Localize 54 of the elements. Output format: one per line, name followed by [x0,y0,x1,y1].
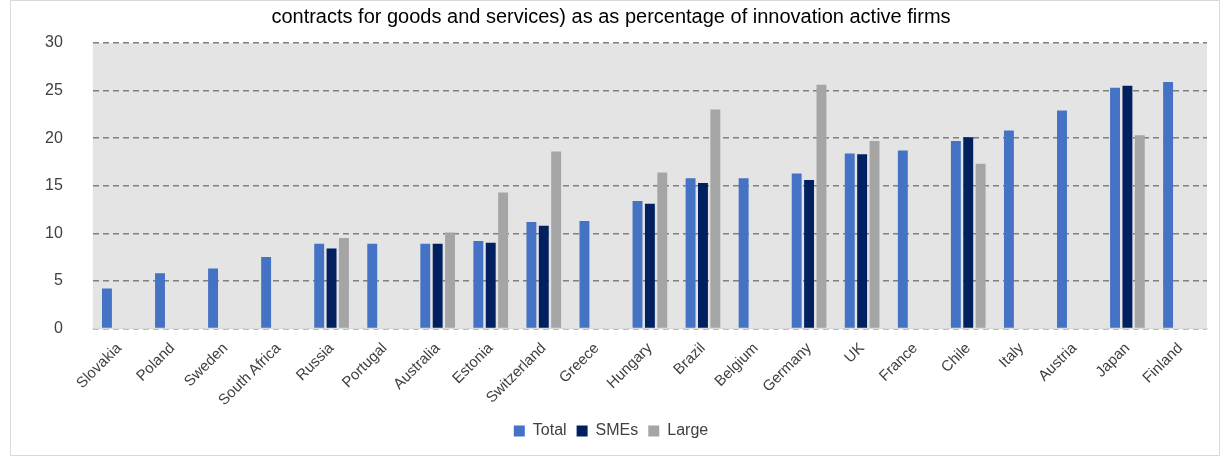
bar [420,243,431,328]
bar [844,153,855,328]
x-tick-label: UK [840,338,868,366]
bar [1003,130,1014,328]
bar [1134,135,1145,328]
bar [644,203,655,328]
bar [326,248,337,328]
bar [155,273,165,328]
y-tick-label: 10 [45,223,63,241]
bar [632,200,643,328]
bar [101,288,112,328]
bar [738,178,749,328]
bar [538,225,549,328]
bar [1122,85,1133,328]
bar [579,220,590,328]
bar [473,240,484,328]
bar [261,257,272,328]
bar [498,192,509,328]
bar [816,84,827,328]
x-tick-label: Italy [994,338,1027,371]
y-tick-label: 30 [45,33,63,51]
bar [857,154,868,328]
bar [445,232,455,328]
bar [1110,87,1120,328]
bar [710,109,721,328]
bar [657,172,668,328]
bar [698,182,708,328]
bar [367,243,378,328]
bar [432,243,443,328]
y-tick-label: 25 [45,80,63,98]
bar [314,243,325,328]
bar [1163,82,1174,328]
legend-label: Total [532,421,567,439]
bar [975,163,986,328]
chart-title: contracts for goods and services) as as percentage of innovation active firms [271,4,951,27]
legend-label: Large [667,421,709,439]
bar [869,141,880,328]
bar [804,180,815,328]
bar [551,151,562,328]
bar [950,141,961,328]
y-tick-label: 0 [53,318,63,336]
bar [485,242,496,328]
bar [685,178,696,328]
y-tick-label: 20 [45,128,63,146]
y-tick-label: 5 [53,271,63,289]
bar [526,221,537,328]
bar [338,238,349,328]
legend-label: SMEs [595,421,639,439]
bar [1057,110,1067,328]
y-tick-label: 15 [45,176,63,194]
bar [791,173,802,328]
bar [897,150,908,328]
bar [963,137,974,328]
bar [208,268,219,328]
